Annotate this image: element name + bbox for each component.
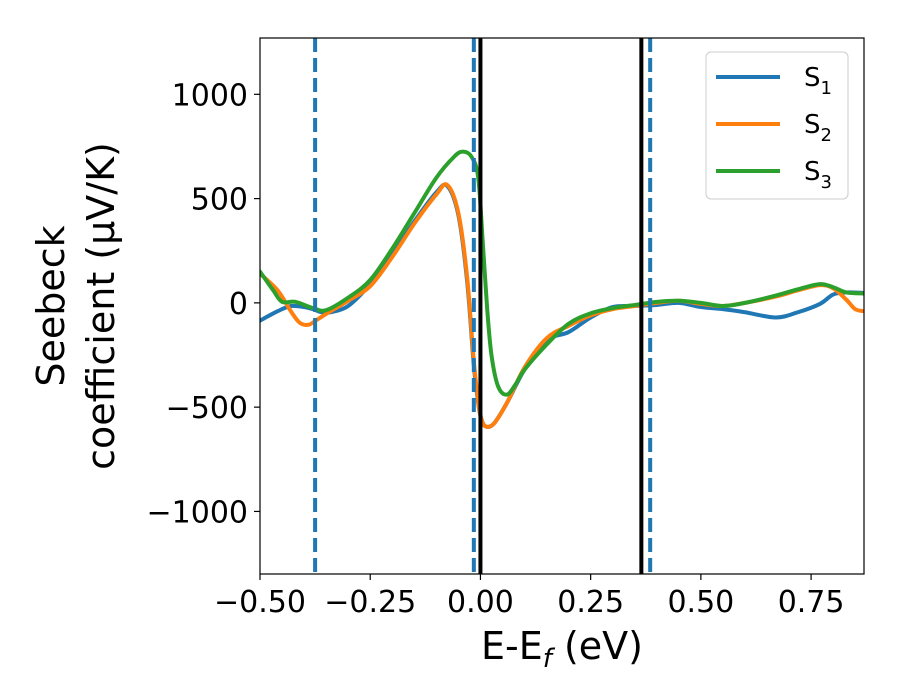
y-tick-label: 0 xyxy=(229,287,248,322)
x-tick-label: −0.25 xyxy=(324,585,416,620)
y-tick-label: 500 xyxy=(191,183,248,218)
legend-label-s3-sub: 3 xyxy=(821,172,832,193)
legend-label-s2-sub: 2 xyxy=(821,125,832,146)
x-tick-label: 0.25 xyxy=(557,585,624,620)
y-tick-label: −500 xyxy=(166,391,248,426)
legend-label-s1-sub: 1 xyxy=(821,78,832,99)
legend-label-s1-main: S xyxy=(804,63,821,93)
legend-label-s1: S1 xyxy=(804,63,832,99)
x-tick-label: −0.50 xyxy=(214,585,306,620)
x-tick-label: 0.50 xyxy=(667,585,734,620)
reference-lines xyxy=(313,38,653,574)
legend-label-s3: S3 xyxy=(804,157,832,193)
y-axis-ticks: 1000 500 0 −500 −1000 xyxy=(147,78,260,530)
y-axis-label-line1: Seebeck xyxy=(29,225,73,386)
y-tick-label: 1000 xyxy=(172,78,248,113)
y-tick-label: −1000 xyxy=(147,495,248,530)
series-lines xyxy=(260,149,864,429)
x-tick-label: 0.00 xyxy=(447,585,514,620)
legend-label-s2-main: S xyxy=(804,110,821,140)
x-axis-label: E-Ef (eV) xyxy=(481,624,643,674)
series-line-s3 xyxy=(260,149,864,397)
y-axis-label-line2: coefficient (μV/K) xyxy=(79,142,123,470)
x-axis-label-unit: (eV) xyxy=(552,624,643,668)
y-axis-label: Seebeck coefficient (μV/K) xyxy=(29,142,123,470)
x-axis-ticks: −0.50 −0.25 0.00 0.25 0.50 0.75 xyxy=(214,574,844,620)
plot-frame xyxy=(259,37,865,575)
x-tick-label: 0.75 xyxy=(778,585,845,620)
legend-label-s3-main: S xyxy=(804,157,821,187)
legend: S1 S2 S3 xyxy=(705,51,849,200)
x-axis-label-main: E-E xyxy=(481,624,543,668)
legend-label-s2: S2 xyxy=(804,110,832,146)
series-line-s1 xyxy=(260,182,864,429)
